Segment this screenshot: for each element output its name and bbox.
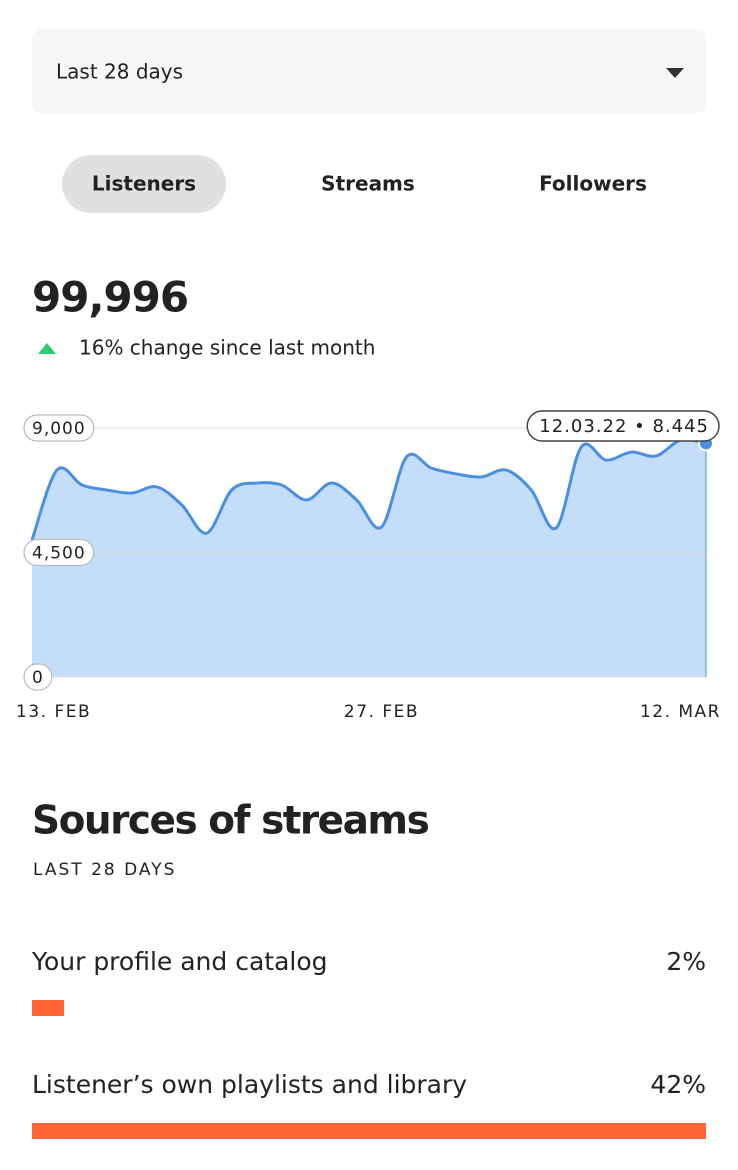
y-tick-pill — [23, 414, 95, 442]
period-dropdown[interactable] — [32, 30, 706, 113]
source-label: Your profile and catalog — [31, 947, 328, 976]
y-tick-pill — [23, 663, 53, 691]
tab-active-pill[interactable] — [62, 155, 226, 213]
metric-value: 99,996 — [32, 273, 188, 322]
tooltip-box — [526, 410, 720, 442]
x-tick-label: 12. MAR — [640, 702, 721, 722]
period-label: Last 28 days — [56, 60, 183, 84]
y-tick-label: 0 — [32, 668, 44, 688]
y-tick-labels: 0 4,500 9,000 — [23, 414, 95, 691]
y-tick-label: 9,000 — [32, 419, 86, 439]
source-bar — [32, 1000, 65, 1016]
source-label: Listener’s own playlists and library — [32, 1070, 467, 1099]
sources-subtitle: LAST 28 DAYS — [33, 860, 176, 880]
area — [32, 439, 706, 677]
metric-change: 16% change since last month — [79, 336, 375, 360]
y-tick-label: 4,500 — [32, 544, 86, 564]
line — [30, 437, 707, 541]
tooltip: 12.03.22 • 8.445 — [539, 416, 709, 437]
tab[interactable]: Followers — [539, 172, 647, 196]
x-tick-label: 13. FEB — [16, 702, 91, 722]
source-percent: 2% — [666, 947, 706, 976]
source-percent: 42% — [650, 1070, 706, 1099]
source-bar — [32, 1123, 706, 1139]
tab[interactable]: Listeners — [92, 172, 196, 196]
sources-title: Sources of streams — [32, 799, 429, 844]
dropdown-arrow — [666, 68, 684, 78]
change-arrow — [38, 343, 56, 354]
x-tick-label: 27. FEB — [344, 702, 419, 722]
y-tick-pill — [23, 538, 95, 567]
tab[interactable]: Streams — [321, 172, 415, 196]
